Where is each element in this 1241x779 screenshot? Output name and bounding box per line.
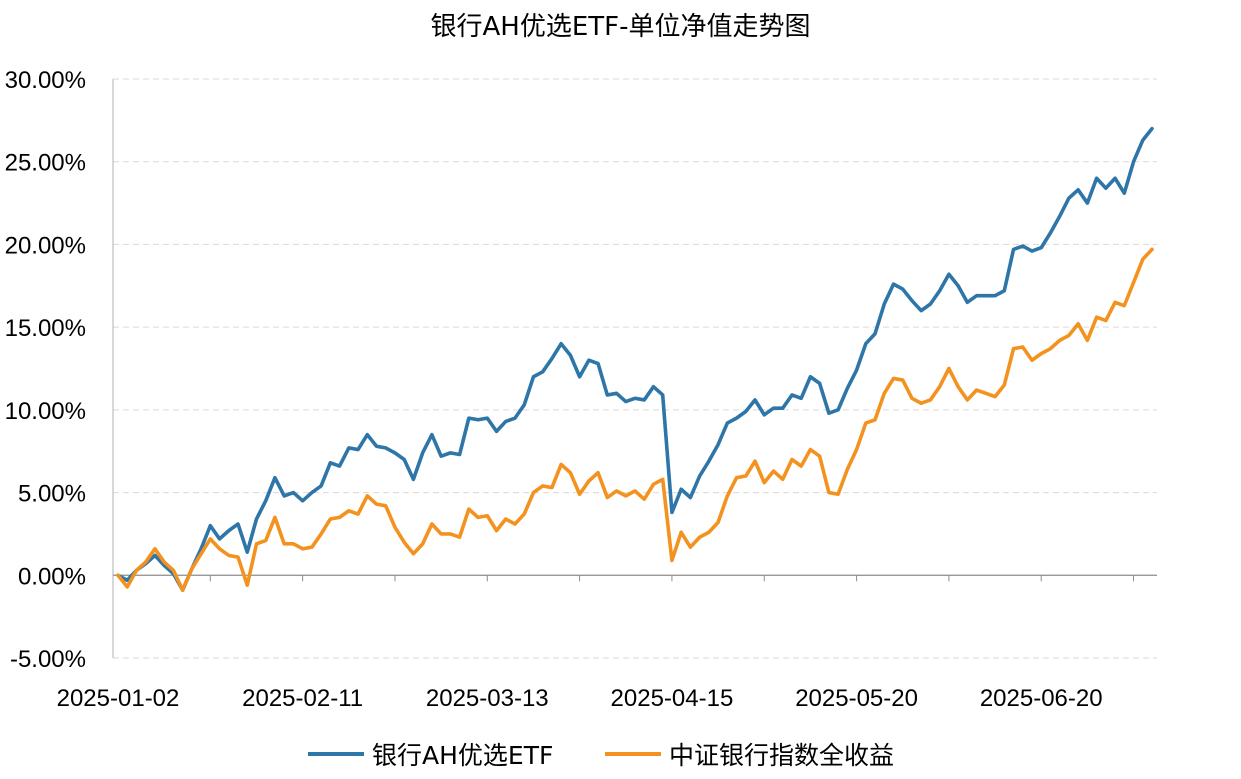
legend-item-index: 中证银行指数全收益 — [605, 734, 894, 774]
series-line-index — [116, 247, 1154, 592]
y-tick-label: 15.00% — [5, 315, 86, 342]
axes — [112, 79, 1157, 658]
legend-swatch-etf — [308, 752, 364, 756]
legend-item-etf: 银行AH优选ETF — [308, 734, 553, 774]
x-tick-label: 2025-04-15 — [611, 685, 734, 712]
chart-title: 银行AH优选ETF-单位净值走势图 — [430, 12, 811, 42]
gridlines — [113, 78, 1157, 659]
series-lines — [116, 126, 1154, 592]
y-tick-label: 10.00% — [5, 398, 86, 425]
legend-swatch-index — [605, 752, 661, 756]
y-tick-label: 30.00% — [5, 67, 86, 94]
tick-labels: -5.00% 0.00% 5.00% 10.00% 15.00% 20.00% 25.00%… — [5, 67, 1103, 712]
x-tick-label: 2025-06-20 — [980, 685, 1103, 712]
x-tick-label: 2025-02-11 — [242, 685, 363, 712]
y-tick-label: 5.00% — [18, 481, 86, 508]
y-tick-label: 25.00% — [5, 150, 86, 177]
y-tick-label: -5.00% — [10, 646, 86, 673]
y-tick-label: 0.00% — [18, 563, 86, 590]
x-tick-label: 2025-03-13 — [426, 685, 549, 712]
legend-label-etf: 银行AH优选ETF — [372, 741, 554, 770]
series-line-etf — [116, 126, 1154, 592]
y-tick-label: 20.00% — [5, 232, 86, 259]
chart-legend: 银行AH优选ETF 中证银行指数全收益 — [0, 734, 1241, 774]
legend-label-index: 中证银行指数全收益 — [669, 741, 895, 770]
x-tick-label: 2025-01-02 — [57, 685, 180, 712]
x-tick-label: 2025-05-20 — [795, 685, 918, 712]
